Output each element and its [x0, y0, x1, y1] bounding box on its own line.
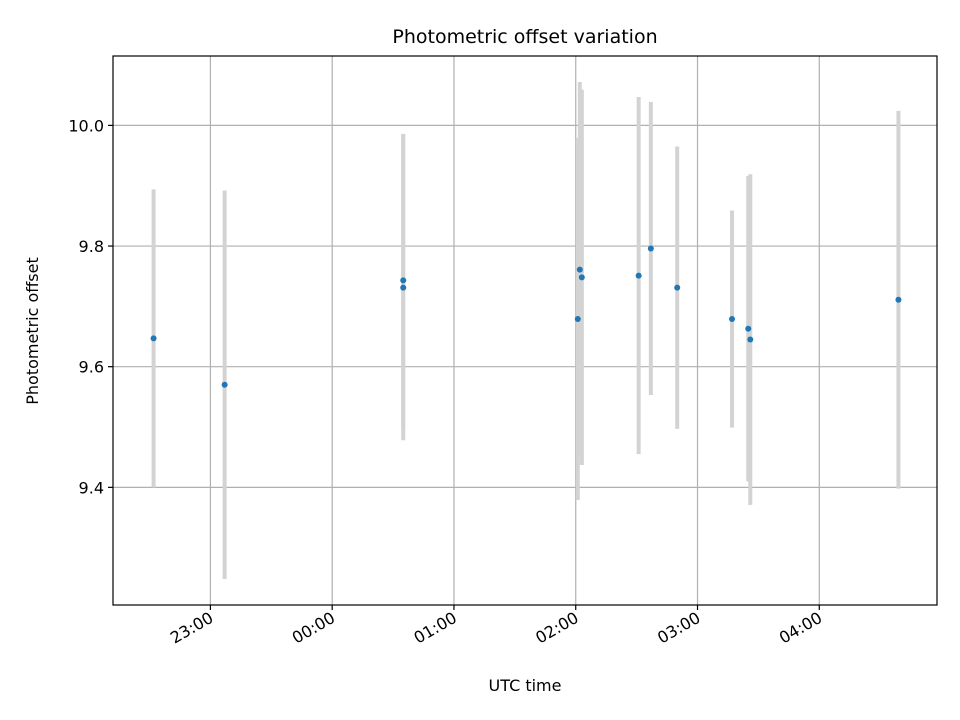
y-tick-label: 10.0 — [68, 116, 104, 135]
data-point — [895, 296, 902, 303]
data-point — [400, 277, 407, 284]
x-tick-label: 02:00 — [532, 608, 581, 648]
error-bars — [151, 81, 901, 580]
y-axis-ticks: 9.4 9.6 9.8 10.0 — [68, 116, 113, 497]
y-tick-label: 9.4 — [79, 478, 104, 497]
data-point — [747, 336, 754, 343]
chart-title: Photometric offset variation — [392, 26, 657, 48]
data-point — [574, 316, 581, 323]
y-tick-label: 9.6 — [79, 358, 104, 377]
x-tick-label: 23:00 — [167, 608, 216, 648]
data-point — [221, 381, 228, 388]
x-tick-label: 04:00 — [776, 608, 825, 648]
grid — [113, 56, 937, 605]
data-point — [635, 272, 642, 279]
x-axis-label: UTC time — [489, 676, 562, 695]
data-point — [400, 284, 407, 291]
data-point — [674, 284, 681, 291]
y-tick-label: 9.8 — [79, 237, 104, 256]
x-axis-ticks: 23:00 00:00 01:00 02:00 03:00 04:00 — [167, 605, 825, 648]
data-points — [150, 245, 902, 388]
y-axis-label: Photometric offset — [23, 257, 42, 405]
data-point — [576, 266, 583, 273]
x-tick-label: 01:00 — [411, 608, 460, 648]
data-point — [150, 335, 157, 342]
x-tick-label: 03:00 — [654, 608, 703, 648]
plot-frame — [112, 55, 938, 606]
data-point — [578, 274, 585, 281]
x-tick-label: 00:00 — [289, 608, 338, 648]
data-point — [647, 245, 654, 252]
data-point — [745, 325, 752, 332]
data-point — [729, 316, 736, 323]
